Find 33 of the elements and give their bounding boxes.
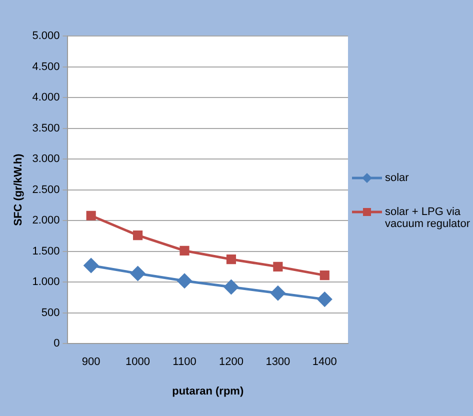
y-tick-label: 5.000 xyxy=(32,30,60,42)
legend-label: solar xyxy=(385,172,409,184)
y-tick-label: 1.000 xyxy=(32,276,60,288)
y-tick-label: 4.500 xyxy=(32,60,60,73)
point xyxy=(226,254,236,264)
x-tick-label: 1200 xyxy=(218,356,244,368)
y-tick-label: 0 xyxy=(54,338,60,350)
point xyxy=(270,286,286,300)
x-tick-label: 900 xyxy=(82,356,100,368)
y-tick-label: 500 xyxy=(41,306,60,319)
point xyxy=(177,274,192,288)
point xyxy=(320,270,330,280)
y-tick-label: 1.500 xyxy=(32,245,60,258)
point xyxy=(130,266,146,281)
x-tick-label: 1100 xyxy=(172,356,196,368)
y-tick-label: 3.500 xyxy=(32,122,60,134)
x-tick-label: 1300 xyxy=(266,356,290,368)
point xyxy=(317,292,332,307)
y-tick-label: 3.000 xyxy=(32,153,60,166)
point xyxy=(273,262,283,272)
point xyxy=(133,230,143,240)
y-axis-title: SFC (gr/kW.h) xyxy=(12,153,25,226)
x-tick-label: 1000 xyxy=(126,356,150,368)
x-tick-label: 1400 xyxy=(312,356,337,368)
point xyxy=(180,246,190,256)
y-tick-label: 2.500 xyxy=(32,184,60,196)
x-axis-title: putaran (rpm) xyxy=(172,385,244,398)
point xyxy=(224,280,238,294)
point xyxy=(84,258,98,273)
y-tick-label: 2.000 xyxy=(32,214,60,227)
point xyxy=(86,210,96,220)
y-tick-label: 4.000 xyxy=(32,92,60,104)
legend-label: solar + LPG via vacuum regulator xyxy=(385,206,470,230)
